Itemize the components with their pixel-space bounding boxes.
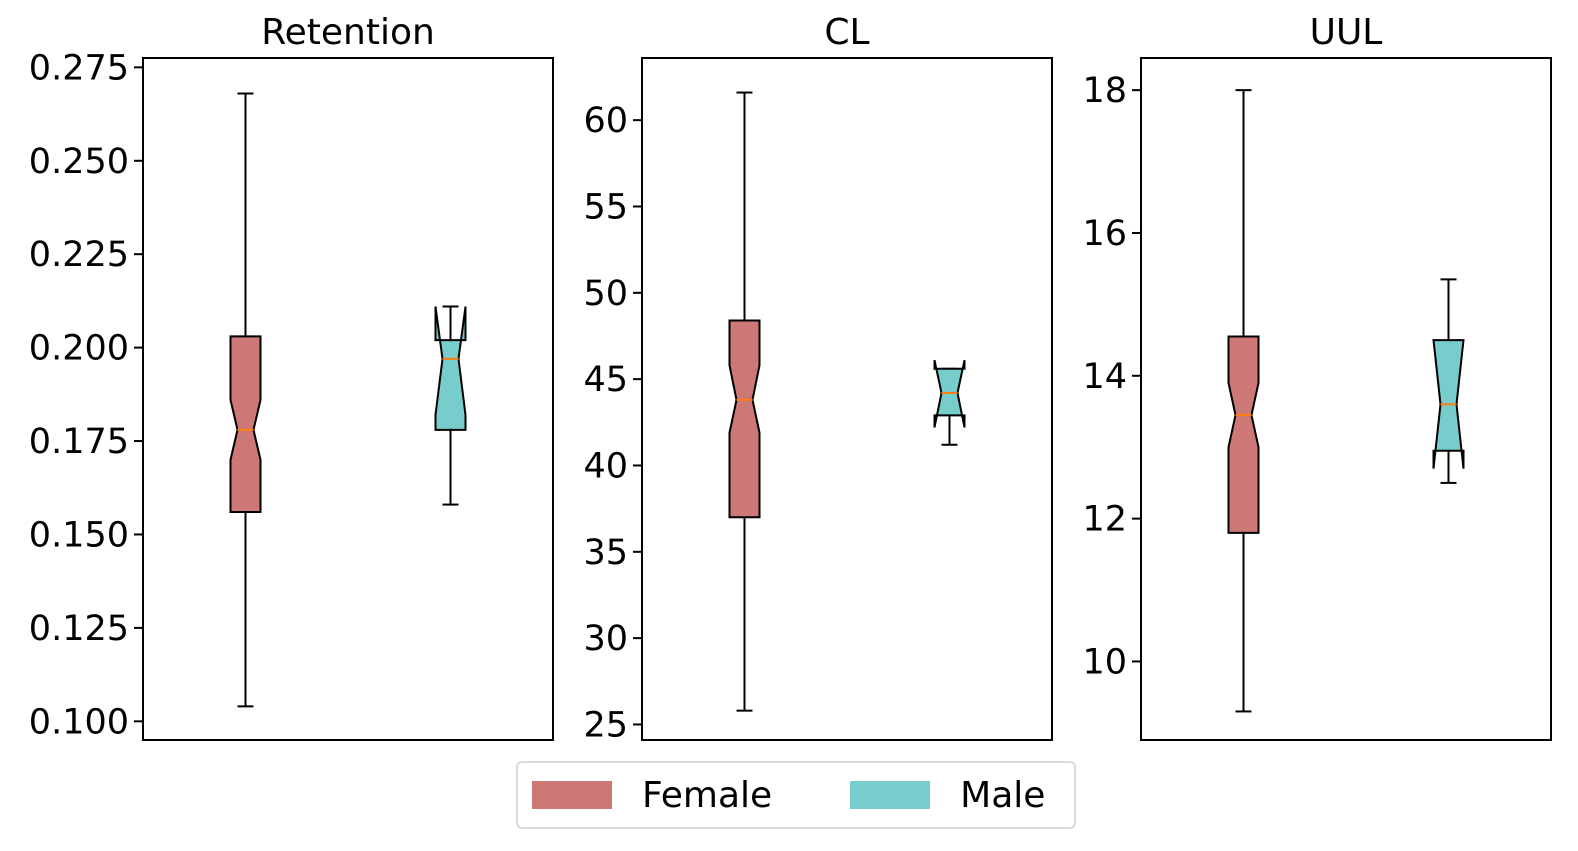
y-tick-label: 0.275 <box>29 48 129 88</box>
y-tick-label: 35 <box>583 533 628 573</box>
y-tick-label: 50 <box>583 274 628 314</box>
y-tick-label: 0.125 <box>29 609 129 649</box>
y-tick-label: 25 <box>583 705 628 745</box>
legend-item-male: Male <box>850 775 1045 816</box>
legend: Female Male <box>516 761 1076 829</box>
panel-title: CL <box>824 12 869 53</box>
y-tick-label: 40 <box>583 446 628 486</box>
panel-cl: CL 25 30 35 40 45 50 55 60 <box>583 12 1052 745</box>
y-tick-label: 45 <box>583 360 628 400</box>
legend-label-male: Male <box>960 775 1045 816</box>
panel-uul: UUL 10 12 14 16 18 <box>1082 12 1551 740</box>
plot-frame <box>1141 58 1551 740</box>
y-tick-label: 0.225 <box>29 235 129 275</box>
y-tick-label: 0.150 <box>29 515 129 555</box>
plot-frame <box>642 58 1052 740</box>
legend-swatch-male <box>850 781 930 809</box>
legend-item-female: Female <box>532 775 772 816</box>
box-female <box>231 336 261 512</box>
panel-retention: Retention 0.100 0.125 0.150 0.175 0.200 0.225 0… <box>29 12 553 742</box>
panel-title: Retention <box>261 12 435 53</box>
y-tick-label: 55 <box>583 187 628 227</box>
y-tick-label: 12 <box>1082 500 1127 540</box>
legend-label-female: Female <box>642 775 772 816</box>
plot-frame <box>143 58 553 740</box>
y-tick-label: 16 <box>1082 214 1127 254</box>
y-tick-label: 0.250 <box>29 142 129 182</box>
box-female <box>1229 337 1259 533</box>
y-tick-label: 18 <box>1082 71 1127 111</box>
y-tick-label: 0.200 <box>29 329 129 369</box>
y-tick-label: 14 <box>1082 357 1127 397</box>
legend-swatch-female <box>532 781 612 809</box>
box-female <box>730 320 760 517</box>
y-tick-label: 60 <box>583 101 628 141</box>
y-tick-label: 0.175 <box>29 422 129 462</box>
y-tick-label: 30 <box>583 619 628 659</box>
y-tick-label: 10 <box>1082 642 1127 682</box>
y-tick-label: 0.100 <box>29 702 129 742</box>
panel-title: UUL <box>1310 12 1383 53</box>
